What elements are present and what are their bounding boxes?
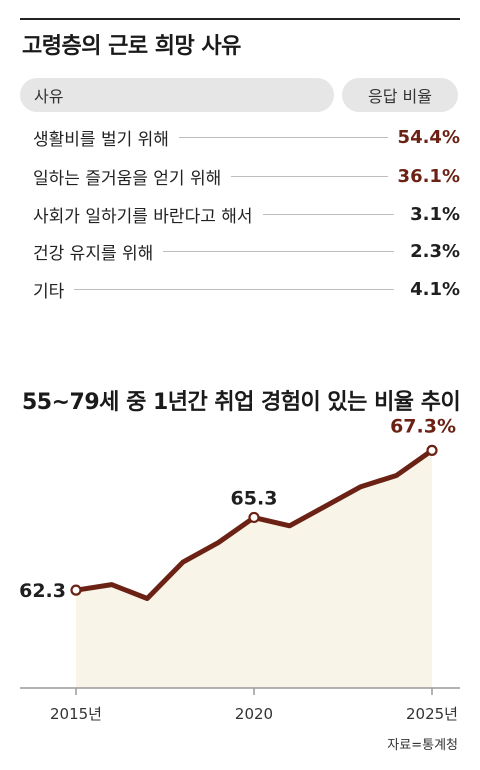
source-note: 자료=통계청: [387, 738, 458, 753]
reason-row: 일하는 즐거움을 얻기 위해 36.1%: [20, 161, 460, 191]
reason-label: 생활비를 벌기 위해: [33, 129, 169, 150]
top-rule: [20, 18, 460, 20]
reason-row: 건강 유지를 위해 2.3%: [20, 236, 460, 266]
data-point-marker: [248, 511, 260, 524]
reason-value: 4.1%: [410, 278, 460, 300]
reason-label: 사회가 일하기를 바란다고 해서: [33, 206, 253, 227]
leader-line: [74, 288, 394, 290]
x-tick-label: 2020: [235, 705, 273, 723]
data-label: 62.3: [19, 580, 66, 602]
leader-line: [231, 175, 388, 177]
reason-value: 36.1%: [397, 165, 460, 187]
leader-line: [262, 213, 394, 215]
header-reason: 사유: [20, 78, 334, 112]
reason-label: 건강 유지를 위해: [33, 243, 154, 264]
chart-title: 55~79세 중 1년간 취업 경험이 있는 비율 추이: [22, 390, 461, 415]
data-point-marker: [70, 584, 82, 596]
reason-label: 기타: [33, 281, 65, 302]
reason-row: 생활비를 벌기 위해 54.4%: [20, 122, 460, 152]
data-label: 65.3: [231, 487, 278, 509]
x-tick-label: 2015년: [50, 705, 102, 723]
header-rate: 응답 비율: [342, 78, 458, 112]
reason-row: 기타 4.1%: [20, 274, 460, 304]
leader-line: [178, 136, 388, 138]
area-fill: [76, 450, 432, 688]
x-tick-label: 2025년: [406, 705, 458, 723]
reason-value: 3.1%: [410, 203, 460, 225]
reasons-title: 고령층의 근로 희망 사유: [22, 34, 241, 59]
reason-row: 사회가 일하기를 바란다고 해서 3.1%: [20, 199, 460, 229]
reason-value: 54.4%: [397, 126, 460, 148]
leader-line: [163, 250, 394, 252]
reason-value: 2.3%: [410, 240, 460, 262]
data-point-marker: [426, 444, 438, 456]
data-label: 67.3%: [390, 415, 456, 437]
reason-label: 일하는 즐거움을 얻기 위해: [33, 168, 222, 189]
